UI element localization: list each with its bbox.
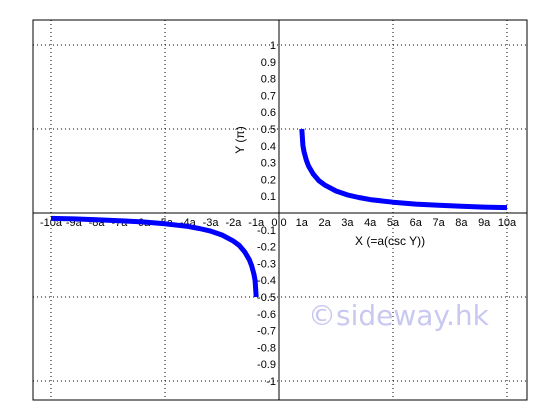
y-tick-label: 0.9	[261, 57, 276, 69]
y-tick-label: -0.2	[257, 242, 276, 254]
series-line-1	[299, 128, 508, 211]
y-tick-label: 0.8	[261, 74, 276, 86]
x-tick-label: 6a	[410, 217, 423, 229]
y-tick-label: -0.8	[257, 342, 276, 354]
x-tick-label: -2a	[225, 217, 242, 229]
y-tick-label: 0.4	[261, 141, 276, 153]
y-tick-label: -0.3	[257, 258, 276, 270]
y-tick-label: -0.1	[257, 225, 276, 237]
x-tick-label: 3a	[341, 217, 354, 229]
y-tick-label: 1	[270, 40, 276, 52]
x-tick-label: 10a	[498, 217, 517, 229]
y-tick-label: -0.6	[257, 309, 276, 321]
y-tick-label: 0.2	[261, 174, 276, 186]
x-tick-label: -1a	[248, 217, 265, 229]
y-tick-label: 0.6	[261, 107, 276, 119]
y-tick-label: -0.4	[257, 275, 276, 287]
x-axis-title: X (=a(csc Y))	[355, 234, 425, 248]
plot-frame	[32, 19, 528, 401]
y-tick-label: -1	[266, 376, 276, 388]
x-tick-label: -3a	[203, 217, 220, 229]
x-tick-label: 1a	[296, 217, 309, 229]
x-tick-label: 7a	[432, 217, 445, 229]
grid	[33, 20, 527, 400]
watermark: ©sideway.hk	[308, 299, 490, 332]
x-tick-label: 8a	[455, 217, 468, 229]
x-tick-label: 9a	[478, 217, 491, 229]
y-axis-title: Y (π)	[233, 126, 247, 153]
y-tick-label: 0.1	[261, 191, 276, 203]
series-group	[50, 128, 508, 298]
x-tick-label: 0.0	[271, 217, 286, 229]
series-line-2	[50, 215, 259, 298]
y-tick-label: 0.7	[261, 90, 276, 102]
axes	[33, 20, 527, 400]
x-tick-label: 4a	[364, 217, 377, 229]
y-tick-label: -0.5	[257, 292, 276, 304]
x-tick-label: 2a	[318, 217, 331, 229]
x-tick-label: 5a	[387, 217, 400, 229]
y-tick-label: 0.3	[261, 158, 276, 170]
y-tick-label: -0.7	[257, 326, 276, 338]
y-tick-label: 0.5	[261, 124, 276, 136]
tick-labels: -10a -9a -8a -7a -6a -5a -4a -3a -2a -1a 0.0 1a 2a 3a…	[40, 40, 517, 388]
y-tick-label: -0.9	[257, 359, 276, 371]
